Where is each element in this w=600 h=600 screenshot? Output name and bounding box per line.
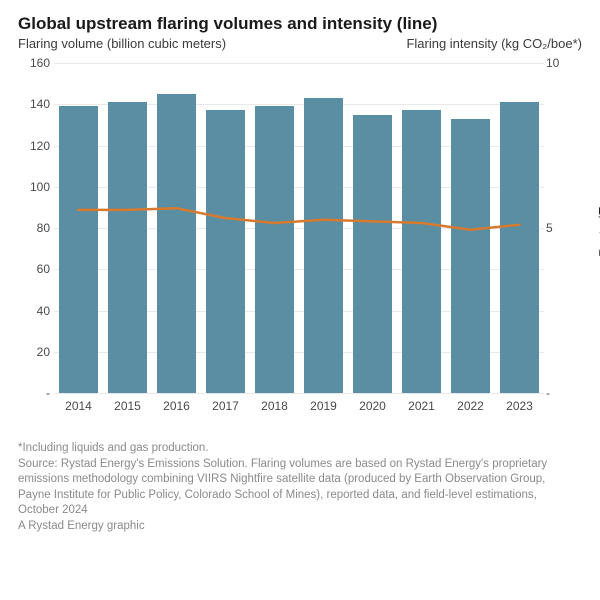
grid-line [54,393,544,394]
bar [206,110,244,393]
x-tick-label: 2021 [408,399,435,413]
y-left-tick: 60 [18,262,50,276]
x-tick-label: 2017 [212,399,239,413]
y-right-tick: 5 [546,221,576,235]
y-right-tick: - [546,386,576,400]
bar [451,119,489,393]
plot-area: 2014201520162017201820192020202120222023 [54,63,544,393]
y-left-tick: 40 [18,304,50,318]
y-left-tick: 100 [18,180,50,194]
bar [304,98,342,393]
y-left-tick: 120 [18,139,50,153]
brand-prefix: Rystad [596,215,600,257]
brand-bold: Energy [596,170,600,215]
x-tick-label: 2022 [457,399,484,413]
y-right-tick: 10 [546,56,576,70]
page: Global upstream flaring volumes and inte… [0,0,600,600]
chart: -20406080100120140160 -510 2014201520162… [18,55,578,435]
x-tick-label: 2018 [261,399,288,413]
bar [402,110,440,393]
bar [255,106,293,393]
y-left-tick: 20 [18,345,50,359]
bar [108,102,146,393]
y-left-tick: 80 [18,221,50,235]
brand-watermark: RystadEnergy [596,170,600,257]
bar [157,94,195,393]
x-tick-label: 2016 [163,399,190,413]
x-tick-label: 2015 [114,399,141,413]
y-left-tick: 160 [18,56,50,70]
x-tick-label: 2020 [359,399,386,413]
page-title: Global upstream flaring volumes and inte… [18,14,582,34]
bar [500,102,538,393]
bar [59,106,97,393]
x-tick-label: 2019 [310,399,337,413]
y-left-tick: - [18,386,50,400]
y-right-label: Flaring intensity (kg CO₂/boe*) [406,36,582,51]
x-tick-label: 2014 [65,399,92,413]
bar [353,115,391,393]
bar-series [54,63,544,393]
axis-subtitles: Flaring volume (billion cubic meters) Fl… [18,36,582,51]
y-left-label: Flaring volume (billion cubic meters) [18,36,226,51]
footnote: *Including liquids and gas production.So… [18,441,578,534]
x-tick-label: 2023 [506,399,533,413]
y-left-tick: 140 [18,97,50,111]
